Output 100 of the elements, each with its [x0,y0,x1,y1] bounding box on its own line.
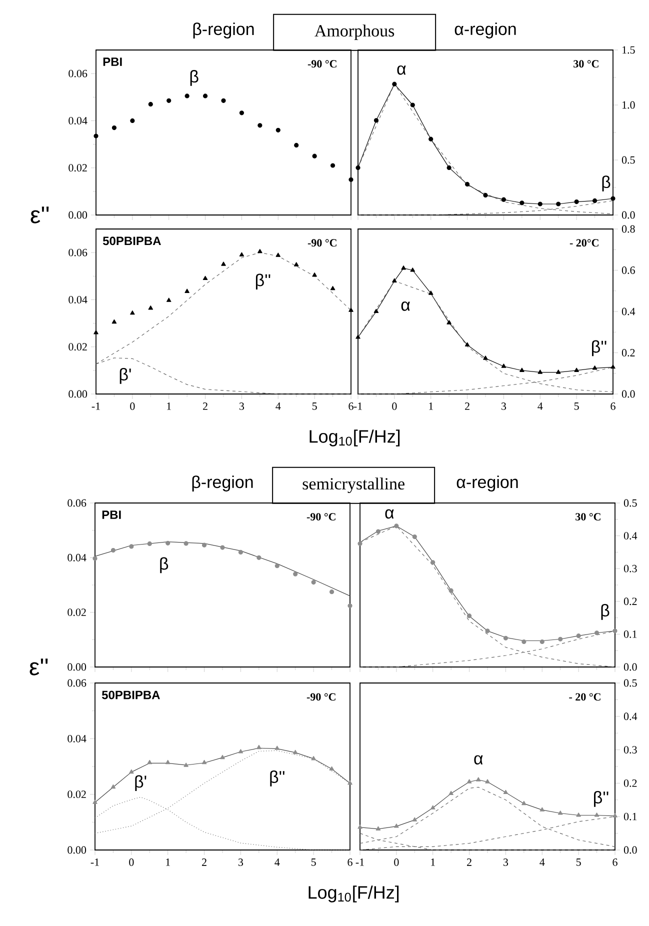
line-series [360,786,616,847]
point [574,199,579,204]
point [256,744,262,750]
point [358,541,362,546]
point [238,550,244,554]
point [476,777,481,782]
point [594,812,600,817]
point [274,564,280,568]
annotation: α [385,509,394,519]
point [522,639,526,644]
y-tick-label: 0.2 [624,598,637,606]
point [410,268,416,272]
point [394,824,399,828]
point [202,542,207,548]
y-tick-label: 0.04 [68,296,88,304]
point [166,98,172,103]
y-tick-label: 0.02 [68,608,86,616]
point [464,182,470,186]
point [412,534,417,540]
x-tick-label: 4 [538,402,543,410]
point [276,128,280,132]
x-tick-label: 5 [574,402,579,410]
point [612,628,618,634]
point [446,165,452,170]
point [239,252,244,256]
x-tick-label: 6 [348,402,354,410]
x-tick-label: 1 [166,858,170,866]
x-tick-label: 3 [238,858,244,866]
point [610,364,616,369]
point [94,330,98,334]
y-tick-label: 0.02 [68,343,87,351]
point [358,824,362,829]
point [276,252,281,257]
point [220,545,225,550]
point [184,762,188,767]
point [410,102,415,108]
annotation: - 20°C [570,239,598,247]
point [148,102,153,107]
x-tick-label: 4 [540,858,545,866]
point [147,541,152,546]
point [466,779,472,784]
point [556,202,561,206]
chart-subtitle: semicrystalline [302,478,404,494]
x-tick-label: 2 [465,402,470,410]
point [556,370,561,374]
annotation: β' [120,368,131,384]
point [392,82,397,86]
y-tick-label: 0.2 [622,349,635,356]
point [522,800,526,806]
y-tick-label: 0.00 [68,663,86,671]
point [348,780,352,785]
point [294,142,299,148]
point [221,98,226,103]
point [401,265,406,270]
x-tick-label: 5 [311,858,316,866]
point [448,790,454,796]
y-tick-label: 0.00 [68,211,88,219]
y-tick-label: 0.04 [68,734,86,742]
point [92,556,98,561]
point [110,548,116,553]
x-tick-label: -1 [356,858,364,866]
point [202,760,207,764]
point [220,754,225,760]
y-tick-label: 0.4 [624,712,638,720]
point [348,177,354,182]
annotation: β'' [270,770,284,786]
x-axis-title: Log$_{10}$[F/Hz] [310,430,400,446]
y-tick-label: 0.00 [68,846,86,854]
point [166,540,170,546]
point [130,310,135,315]
x-tick-label: 4 [274,858,280,866]
point [430,560,436,565]
point [356,165,360,170]
point [392,278,397,282]
point [376,826,381,830]
x-tick-label: 3 [501,402,506,410]
x-tick-label: 4 [276,402,281,410]
point [329,590,334,594]
y-axis-title: ε'' [30,658,48,676]
annotation: - 20 °C [569,693,600,701]
point [446,320,452,324]
annotation: β'' [594,791,608,807]
point [376,529,381,534]
point [292,750,298,754]
annotation: β' [135,775,146,792]
point [538,202,542,206]
point [412,817,418,822]
annotation: β [160,557,168,574]
point [503,636,508,640]
point [430,805,436,810]
point [374,308,379,313]
point [576,634,581,638]
annotation: β'' [256,274,270,290]
x-tick-label: 2 [203,402,208,410]
point [94,134,98,138]
annotation: 30 °C [574,60,598,68]
y-tick-label: 0.1 [624,630,637,638]
y-tick-label: 0.5 [622,156,635,164]
y-tick-label: 0.06 [68,679,86,687]
point [394,524,399,528]
